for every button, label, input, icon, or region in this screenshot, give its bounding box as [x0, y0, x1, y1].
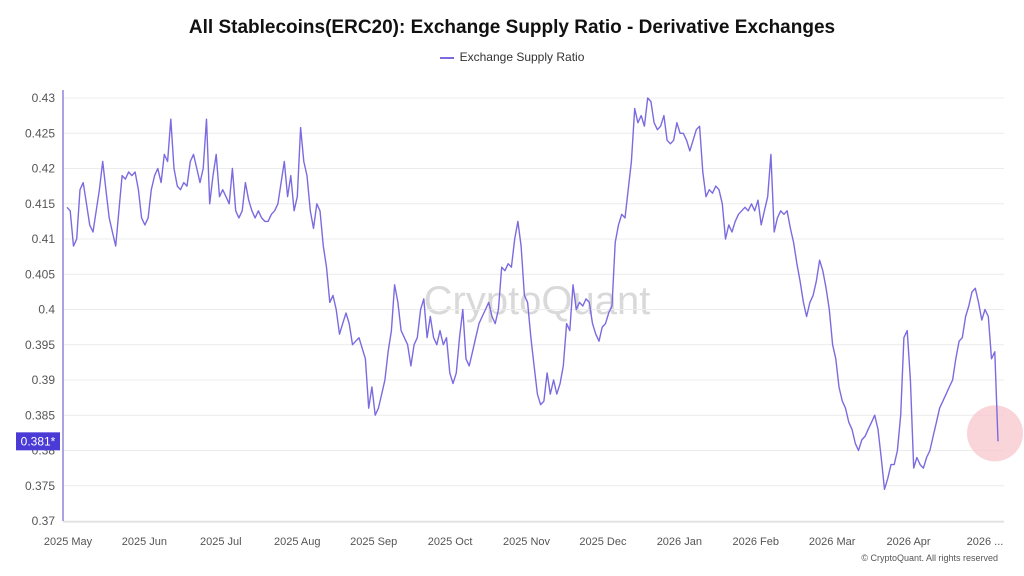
copyright-footer: © CryptoQuant. All rights reserved — [861, 553, 998, 563]
x-tick-label: 2025 May — [44, 536, 93, 548]
y-tick-label: 0.39 — [32, 373, 56, 387]
chart-title: All Stablecoins(ERC20): Exchange Supply … — [188, 17, 836, 38]
x-tick-label: 2025 Aug — [274, 536, 321, 548]
y-tick-label: 0.37 — [32, 514, 56, 528]
x-tick-label: 2026 Feb — [733, 536, 779, 548]
highlight-circle — [967, 405, 1023, 462]
legend-label: Exchange Supply Ratio — [459, 50, 585, 64]
x-tick-label: 2025 Jun — [122, 536, 167, 548]
y-tick-label: 0.4 — [38, 303, 55, 317]
x-tick-label: 2025 Oct — [428, 536, 473, 548]
chart-legend: Exchange Supply Ratio — [0, 50, 1024, 64]
x-tick-label: 2025 Sep — [350, 536, 397, 548]
x-tick-label: 2026 Jan — [657, 536, 702, 548]
y-tick-label: 0.41 — [32, 232, 56, 246]
watermark: CryptoQuant — [424, 279, 651, 323]
x-tick-label: 2026 Apr — [887, 536, 931, 548]
y-tick-label: 0.425 — [25, 126, 55, 140]
x-tick-label: 2026 ... — [967, 536, 1004, 548]
x-tick-label: 2026 Mar — [809, 536, 856, 548]
x-tick-label: 2025 Jul — [200, 536, 242, 548]
x-tick-label: 2025 Dec — [579, 536, 627, 548]
series-line-exchange-supply-ratio — [66, 97, 999, 490]
y-tick-label: 0.395 — [25, 338, 55, 352]
legend-swatch — [439, 56, 454, 59]
x-tick-label: 2025 Nov — [503, 536, 551, 548]
y-tick-label: 0.43 — [32, 91, 56, 105]
current-value-label: 0.381* — [21, 434, 56, 448]
y-tick-label: 0.42 — [32, 162, 56, 176]
y-tick-label: 0.385 — [25, 408, 55, 422]
y-tick-label: 0.415 — [25, 197, 55, 211]
y-tick-label: 0.375 — [25, 479, 55, 493]
current-value-marker — [16, 432, 60, 451]
y-tick-label: 0.405 — [25, 267, 55, 281]
